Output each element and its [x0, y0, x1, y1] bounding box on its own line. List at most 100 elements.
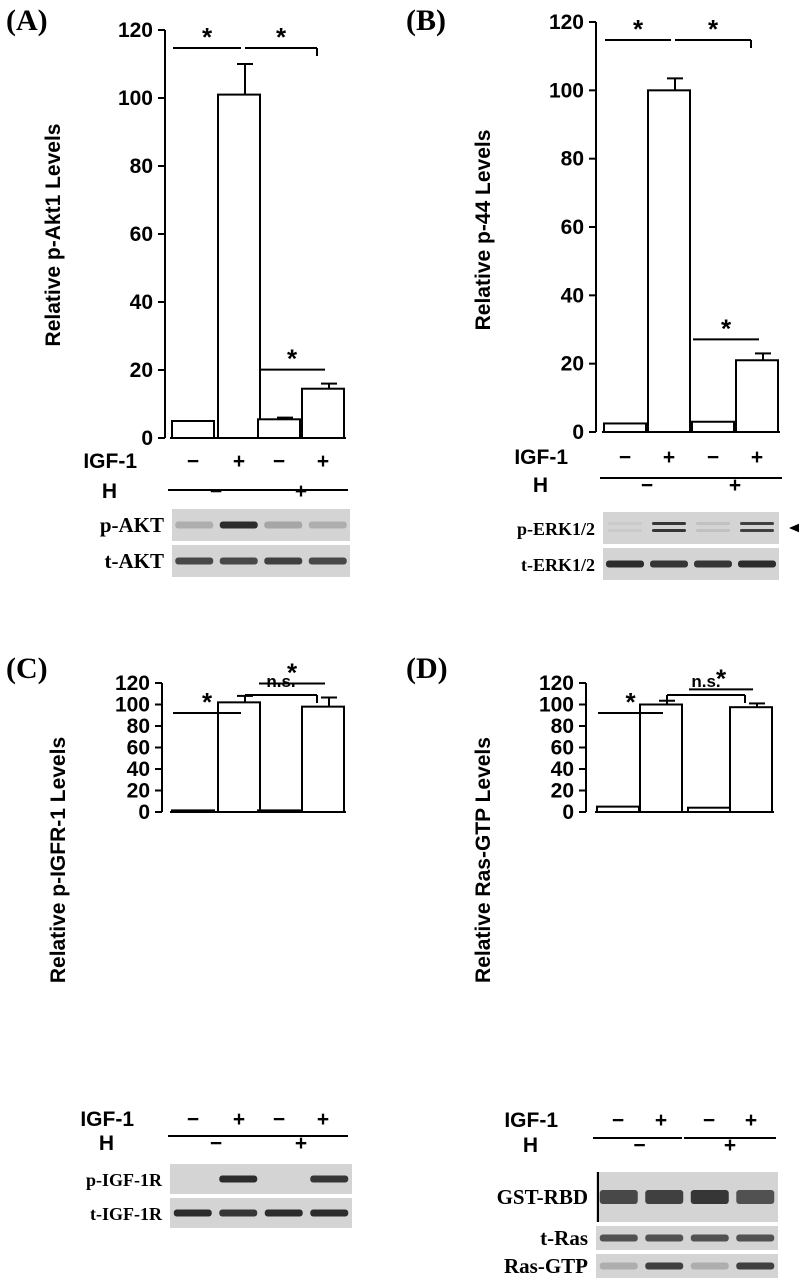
blot-band	[219, 557, 258, 565]
y-tick-label: 60	[561, 216, 584, 239]
blot-band	[173, 1209, 212, 1217]
blot-band	[652, 529, 686, 532]
y-tick-label: 100	[549, 79, 584, 102]
panel-label: (D)	[406, 652, 448, 685]
igf1-sign: −	[619, 446, 631, 469]
significance-star: *	[276, 22, 287, 52]
blot-band	[736, 1262, 775, 1270]
y-tick-label: 80	[561, 148, 584, 171]
bar	[603, 422, 647, 434]
blot-band	[696, 522, 730, 525]
y-tick-label: 0	[562, 801, 574, 824]
blot-band	[736, 1234, 775, 1242]
y-tick-label: 20	[551, 780, 574, 803]
blot-band	[264, 521, 303, 529]
panel-label: (B)	[406, 4, 446, 37]
blot-band	[175, 557, 214, 565]
y-tick-label: 40	[551, 758, 574, 781]
igf1-sign: +	[663, 446, 675, 469]
y-tick-label: 120	[115, 672, 150, 695]
y-tick-label: 40	[561, 284, 584, 307]
significance-star: *	[625, 687, 636, 717]
bar	[171, 420, 215, 439]
h-label: H	[533, 474, 548, 497]
blot-band	[599, 1234, 638, 1242]
y-tick-label: 120	[539, 672, 574, 695]
blot-label: t-Ras	[540, 1226, 588, 1250]
igf1-sign: +	[745, 1109, 757, 1132]
panel-label: (C)	[6, 652, 48, 685]
y-axis-label: Relative p-Akt1 Levels	[42, 124, 65, 347]
igf1-sign: −	[187, 1108, 199, 1131]
bar	[301, 705, 345, 813]
y-tick-label: 0	[138, 801, 150, 824]
igf1-label: IGF-1	[504, 1109, 558, 1132]
h-sign: −	[641, 474, 653, 497]
blot-label: p-IGF-1R	[86, 1170, 163, 1190]
h-sign: −	[210, 480, 222, 503]
y-tick-label: 60	[127, 737, 150, 760]
h-sign: −	[633, 1134, 645, 1157]
blot-band	[219, 521, 258, 529]
h-sign: +	[729, 474, 741, 497]
igf1-sign: +	[233, 450, 245, 473]
y-tick-label: 20	[127, 780, 150, 803]
significance-star: *	[721, 313, 732, 343]
bar	[301, 387, 345, 440]
blot-band	[736, 1190, 775, 1204]
blot-band	[690, 1190, 729, 1204]
y-tick-label: 0	[572, 421, 584, 444]
blot-band	[645, 1262, 684, 1270]
blot-band	[645, 1190, 684, 1204]
significance-star: *	[287, 658, 298, 688]
y-axis-label: Relative p-IGFR-1 Levels	[47, 737, 70, 983]
bar	[639, 703, 683, 813]
blot-label: t-IGF-1R	[90, 1204, 163, 1224]
igf1-sign: −	[187, 450, 199, 473]
igf1-sign: −	[273, 1108, 285, 1131]
blot-band	[264, 557, 303, 565]
blot-band	[650, 560, 688, 568]
blot-band	[310, 1209, 349, 1217]
blot-band	[696, 529, 730, 532]
blot-band	[219, 1209, 258, 1217]
significance-star: *	[633, 14, 644, 44]
igf1-label: IGF-1	[514, 446, 568, 469]
igf1-sign: +	[233, 1108, 245, 1131]
y-tick-label: 60	[130, 223, 153, 246]
significance-star: *	[202, 687, 213, 717]
y-tick-label: 120	[118, 19, 153, 42]
y-tick-label: 40	[127, 758, 150, 781]
significance-star: *	[202, 22, 213, 52]
blot-band	[308, 521, 347, 529]
chart-svg: (A) 0 20 40 60 80 100 120 Relative p-Akt1 Levels…	[6, 4, 350, 577]
h-label: H	[523, 1134, 538, 1157]
significance-star: *	[716, 663, 727, 693]
bar	[691, 420, 735, 433]
blot-label: t-ERK1/2	[521, 555, 595, 575]
y-tick-label: 100	[539, 694, 574, 717]
blot-label: p-AKT	[100, 513, 164, 537]
igf1-sign: +	[751, 446, 763, 469]
h-sign: +	[295, 480, 307, 503]
blot-band	[690, 1262, 729, 1270]
blot-label: GST-RBD	[497, 1185, 588, 1209]
blot-band	[264, 1209, 303, 1217]
bar	[217, 93, 261, 439]
bar	[729, 706, 773, 813]
h-sign: +	[295, 1132, 307, 1155]
panel-label: (A)	[6, 4, 48, 37]
blot-band	[740, 522, 774, 525]
igf1-label: IGF-1	[83, 450, 137, 473]
y-tick-label: 80	[127, 715, 150, 738]
igf1-sign: +	[655, 1109, 667, 1132]
blot-band	[738, 560, 776, 568]
blot-band	[219, 1175, 258, 1183]
ns-label: n.s.	[691, 672, 720, 691]
y-tick-label: 0	[141, 427, 153, 450]
y-tick-label: 80	[551, 715, 574, 738]
y-axis-label: Relative p-44 Levels	[472, 130, 495, 331]
igf1-sign: −	[703, 1109, 715, 1132]
